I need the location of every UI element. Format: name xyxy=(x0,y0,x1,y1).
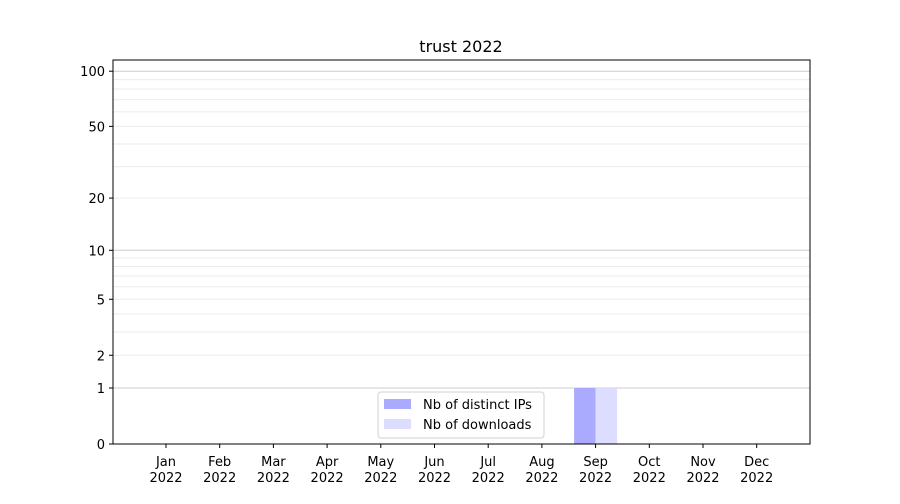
x-tick-label: Jun 2022 xyxy=(418,455,451,486)
y-tick-label: 1 xyxy=(97,382,105,397)
legend-box xyxy=(377,391,545,439)
x-tick-label: Oct 2022 xyxy=(633,455,666,486)
x-tick-label: Feb 2022 xyxy=(203,455,236,486)
x-tick-label: Mar 2022 xyxy=(257,455,290,486)
plot-frame xyxy=(112,59,811,445)
x-tick-label: Aug 2022 xyxy=(525,455,558,486)
y-tick-label: 0 xyxy=(97,438,105,453)
legend-swatch xyxy=(384,419,411,429)
legend: Nb of distinct IPs Nb of downloads xyxy=(377,391,545,439)
y-tick-label: 5 xyxy=(97,293,105,308)
y-tick-label: 100 xyxy=(80,65,105,80)
x-tick-label: May 2022 xyxy=(364,455,397,486)
legend-label: Nb of distinct IPs xyxy=(423,398,532,413)
y-tick-label: 50 xyxy=(88,120,105,135)
y-tick-label: 20 xyxy=(88,192,105,207)
legend-swatch xyxy=(384,399,411,409)
y-tick-label: 10 xyxy=(88,244,105,259)
y-tick-label: 2 xyxy=(97,349,105,364)
bar-downloads xyxy=(595,388,618,444)
chart-title: trust 2022 xyxy=(419,37,502,56)
x-tick-label: Dec 2022 xyxy=(740,455,773,486)
legend-label: Nb of downloads xyxy=(423,418,532,433)
x-tick-label: Apr 2022 xyxy=(311,455,344,486)
x-tick-label: Sep 2022 xyxy=(579,455,612,486)
bar-distinct-ips xyxy=(574,388,596,444)
x-tick-label: Nov 2022 xyxy=(686,455,719,486)
x-tick-label: Jul 2022 xyxy=(472,455,505,486)
x-tick-label: Jan 2022 xyxy=(149,455,182,486)
